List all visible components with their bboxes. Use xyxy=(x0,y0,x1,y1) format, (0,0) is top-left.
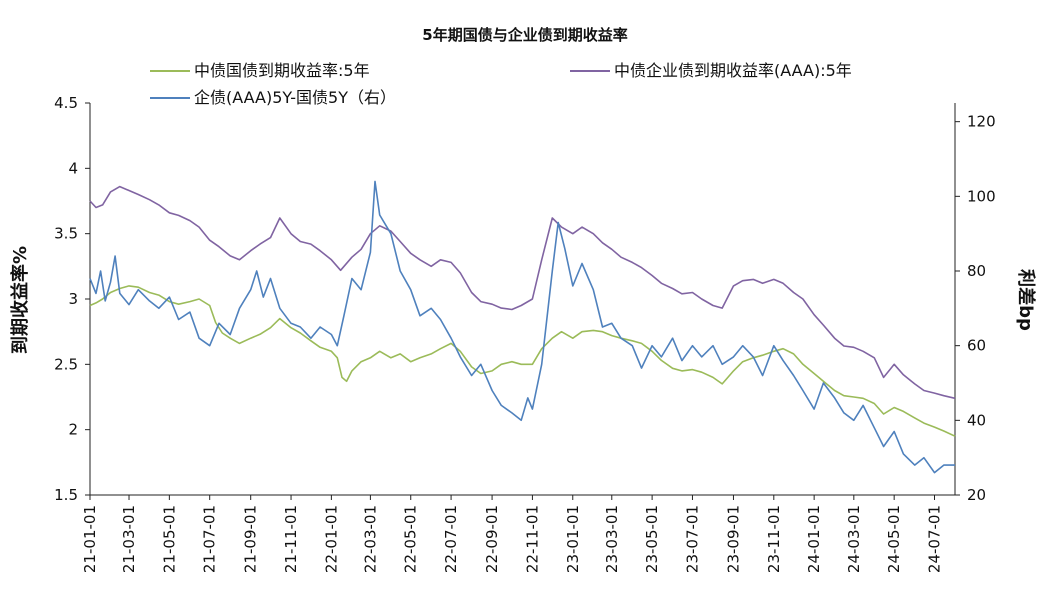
right-tick-label: 40 xyxy=(967,411,986,429)
left-tick-label: 4.5 xyxy=(54,94,78,112)
series-line-2 xyxy=(89,180,955,474)
x-tick-label: 22-05-01 xyxy=(402,505,420,573)
x-tick-label: 21-07-01 xyxy=(201,505,219,573)
chart-title: 5年期国债与企业债到期收益率 xyxy=(422,26,627,44)
legend-label-1: 中债企业债到期收益率(AAA):5年 xyxy=(614,61,852,80)
x-tick-label: 21-05-01 xyxy=(160,505,178,573)
x-tick-label: 21-11-01 xyxy=(282,505,300,573)
x-tick-label: 24-01-01 xyxy=(805,505,823,573)
x-tick-label: 24-07-01 xyxy=(925,505,943,573)
x-tick-label: 21-01-01 xyxy=(81,505,99,573)
x-tick-label: 23-01-01 xyxy=(564,505,582,573)
right-axis-title: 利差bp xyxy=(1015,269,1037,331)
left-tick-label: 2.5 xyxy=(54,355,78,373)
x-tick-label: 21-03-01 xyxy=(120,505,138,573)
series-layer xyxy=(89,180,956,474)
left-axis-title: 到期收益率% xyxy=(9,246,31,354)
series-line-1 xyxy=(89,185,956,400)
left-tick-label: 2 xyxy=(68,421,78,439)
x-tick-label: 23-05-01 xyxy=(643,505,661,573)
left-tick-label: 3.5 xyxy=(54,225,78,243)
x-tick-label: 23-03-01 xyxy=(603,505,621,573)
right-tick-label: 60 xyxy=(967,337,986,355)
x-tick-label: 23-11-01 xyxy=(765,505,783,573)
legend-label-2: 企债(AAA)5Y-国债5Y（右） xyxy=(194,88,396,107)
x-tick-label: 22-07-01 xyxy=(442,505,460,573)
right-tick-label: 80 xyxy=(967,262,986,280)
legend-label-0: 中债国债到期收益率:5年 xyxy=(194,61,370,80)
right-tick-label: 100 xyxy=(967,187,996,205)
x-tick-label: 22-11-01 xyxy=(523,505,541,573)
x-tick-label: 22-01-01 xyxy=(322,505,340,573)
legend: 中债国债到期收益率:5年 中债企业债到期收益率(AAA):5年企债(AAA)5Y-… xyxy=(150,61,852,107)
series-line-0 xyxy=(89,285,956,437)
x-tick-label: 24-03-01 xyxy=(845,505,863,573)
right-tick-label: 20 xyxy=(967,486,986,504)
x-tick-label: 22-03-01 xyxy=(361,505,379,573)
left-tick-label: 4 xyxy=(68,159,78,177)
left-tick-label: 3 xyxy=(68,290,78,308)
x-tick-label: 24-05-01 xyxy=(885,505,903,573)
axes: 1.5 2 2.5 3 3.5 4 4.5 20 40 60 80 100 120 21-01-01 21-… xyxy=(9,94,1037,573)
x-tick-label: 21-09-01 xyxy=(242,505,260,573)
x-tick-label: 23-07-01 xyxy=(683,505,701,573)
x-tick-label: 22-09-01 xyxy=(483,505,501,573)
right-tick-label: 120 xyxy=(967,113,996,131)
left-tick-label: 1.5 xyxy=(54,486,78,504)
x-tick-label: 23-09-01 xyxy=(724,505,742,573)
